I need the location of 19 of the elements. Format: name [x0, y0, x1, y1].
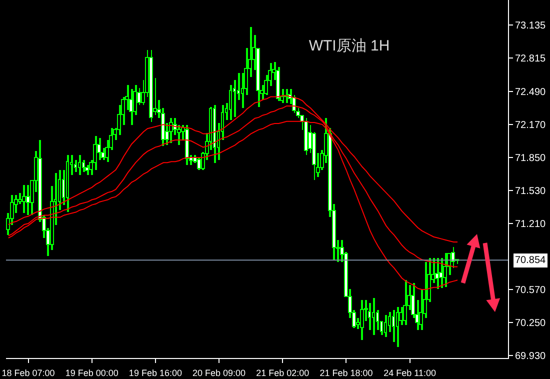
x-tick-label: 20 Feb 09:00 [192, 368, 246, 378]
y-tick-label: 69.930 [515, 350, 546, 362]
text: WTI原油 1H [308, 38, 390, 55]
x-tick-label: 19 Feb 00:00 [65, 368, 118, 378]
y-tick-label: 70.570 [515, 284, 546, 296]
y-tick-label: 72.815 [515, 54, 546, 65]
x-tick-label: 18 Feb 07:00 [2, 368, 55, 378]
y-tick-label: 72.490 [515, 87, 546, 98]
y-tick-label: 73.135 [515, 20, 546, 32]
y-tick-label: 71.850 [515, 153, 546, 164]
x-tick-label: 24 Feb 11:00 [384, 368, 436, 378]
y-tick-label: 71.530 [515, 186, 546, 197]
y-tick-label: 70.250 [515, 318, 546, 329]
x-tick-label: 21 Feb 02:00 [256, 368, 310, 378]
x-tick-label: 21 Feb 18:00 [320, 368, 373, 378]
ref-line-label: 70.854 [515, 255, 546, 266]
y-tick-label: 71.210 [515, 218, 546, 230]
x-tick-label: 19 Feb 16:00 [128, 368, 182, 378]
y-tick-label: 72.170 [515, 120, 546, 132]
